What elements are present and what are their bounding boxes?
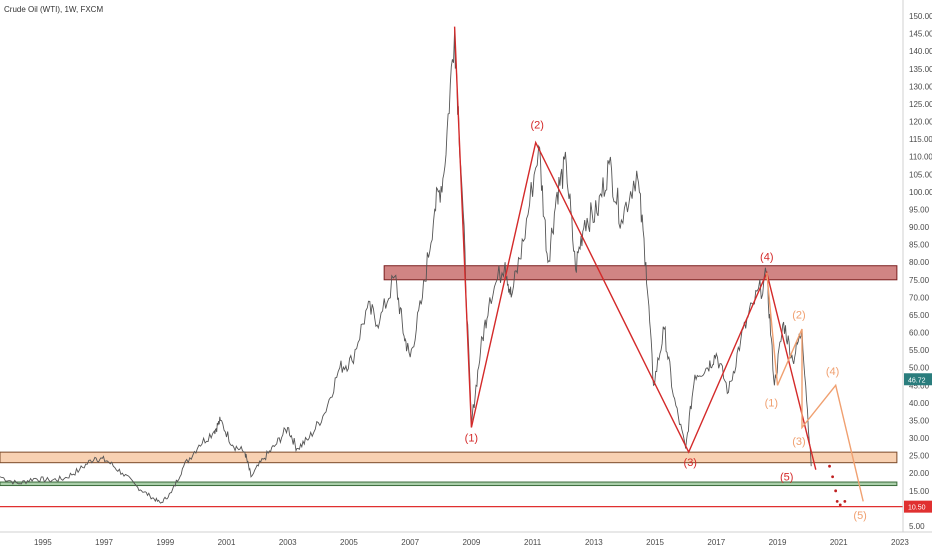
price-zones bbox=[0, 265, 898, 487]
wave-label-7: (3) bbox=[792, 436, 805, 448]
y-tick-15: 15.00 bbox=[909, 487, 930, 496]
x-tick-2005: 2005 bbox=[340, 538, 358, 547]
y-tick-70: 70.00 bbox=[909, 293, 930, 302]
y-tick-125: 125.00 bbox=[909, 100, 932, 109]
zone-2 bbox=[0, 481, 898, 487]
wave-label-5: (1) bbox=[765, 397, 778, 409]
y-tick-100: 100.00 bbox=[909, 188, 932, 197]
projection-dot-4 bbox=[838, 503, 842, 507]
y-tick-80: 80.00 bbox=[909, 258, 930, 267]
x-tick-2007: 2007 bbox=[401, 538, 419, 547]
projection-dot-5 bbox=[843, 499, 847, 503]
x-tick-2015: 2015 bbox=[646, 538, 664, 547]
y-tick-85: 85.00 bbox=[909, 241, 930, 250]
y-tick-25: 25.00 bbox=[909, 452, 930, 461]
y-tick-45: 45.00 bbox=[909, 381, 930, 390]
wave-labels: (1) (2) (3) (4) (5) (1) (2) (3) (4) (5) bbox=[465, 120, 867, 522]
wave-label-0: (1) bbox=[465, 433, 478, 445]
wave-label-4: (5) bbox=[780, 471, 793, 483]
projection-dot-1 bbox=[831, 475, 834, 479]
x-tick-2023: 2023 bbox=[891, 538, 909, 547]
y-tick-95: 95.00 bbox=[909, 205, 930, 214]
wave-label-2: (3) bbox=[684, 457, 697, 469]
y-tick-105: 105.00 bbox=[909, 170, 932, 179]
wave-label-1: (2) bbox=[530, 120, 543, 132]
y-tick-40: 40.00 bbox=[909, 399, 930, 408]
wave-line-1 bbox=[766, 272, 864, 502]
x-tick-2011: 2011 bbox=[524, 538, 542, 547]
x-tick-2013: 2013 bbox=[585, 538, 603, 547]
y-tick-110: 110.00 bbox=[909, 153, 932, 162]
current-price-badge bbox=[904, 373, 932, 386]
y-axis-ticks: 5.0010.0015.0020.0025.0030.0035.0040.004… bbox=[909, 12, 932, 531]
y-tick-5: 5.00 bbox=[909, 522, 925, 531]
price-badges: 46.72 10.50 bbox=[904, 373, 932, 513]
x-tick-1999: 1999 bbox=[156, 538, 174, 547]
wave-lines bbox=[453, 26, 864, 502]
price-series bbox=[0, 30, 812, 504]
y-tick-65: 65.00 bbox=[909, 311, 930, 320]
price-line bbox=[0, 30, 812, 504]
y-tick-150: 150.00 bbox=[909, 12, 932, 21]
y-tick-50: 50.00 bbox=[909, 364, 930, 373]
y-tick-130: 130.00 bbox=[909, 82, 932, 91]
x-tick-2001: 2001 bbox=[218, 538, 236, 547]
support-price-label: 10.50 bbox=[908, 505, 926, 512]
x-tick-1997: 1997 bbox=[95, 538, 113, 547]
wave-line-0 bbox=[453, 26, 817, 470]
wave-label-9: (5) bbox=[853, 510, 866, 522]
zone-1 bbox=[0, 451, 898, 464]
current-price-label: 46.72 bbox=[908, 377, 926, 384]
x-axis-ticks: 1995 1997 1999 2001 2003 2005 2007 2009 2011 2013… bbox=[34, 538, 909, 547]
zone-0 bbox=[383, 265, 898, 281]
projection-dot-0 bbox=[828, 464, 831, 468]
x-tick-2017: 2017 bbox=[707, 538, 725, 547]
y-tick-55: 55.00 bbox=[909, 346, 930, 355]
wave-label-8: (4) bbox=[826, 366, 839, 378]
y-tick-120: 120.00 bbox=[909, 118, 932, 127]
y-tick-90: 90.00 bbox=[909, 223, 930, 232]
y-tick-145: 145.00 bbox=[909, 30, 932, 39]
y-tick-75: 75.00 bbox=[909, 276, 930, 285]
y-tick-115: 115.00 bbox=[909, 135, 932, 144]
y-tick-135: 135.00 bbox=[909, 65, 932, 74]
y-tick-35: 35.00 bbox=[909, 416, 930, 425]
wave-label-6: (2) bbox=[792, 309, 805, 321]
chart-title: Crude Oil (WTI), 1W, FXCM bbox=[4, 5, 103, 14]
x-tick-1995: 1995 bbox=[34, 538, 52, 547]
y-tick-140: 140.00 bbox=[909, 47, 932, 56]
y-tick-30: 30.00 bbox=[909, 434, 930, 443]
y-tick-20: 20.00 bbox=[909, 469, 930, 478]
x-tick-2019: 2019 bbox=[769, 538, 787, 547]
y-tick-60: 60.00 bbox=[909, 329, 930, 338]
projection-dot-2 bbox=[834, 489, 838, 493]
wave-label-3: (4) bbox=[760, 251, 773, 263]
x-tick-2009: 2009 bbox=[462, 538, 480, 547]
x-tick-2021: 2021 bbox=[830, 538, 848, 547]
projection-dots bbox=[828, 464, 847, 507]
support-price-badge bbox=[904, 500, 932, 513]
projection-dot-3 bbox=[835, 499, 839, 503]
x-tick-2003: 2003 bbox=[279, 538, 297, 547]
